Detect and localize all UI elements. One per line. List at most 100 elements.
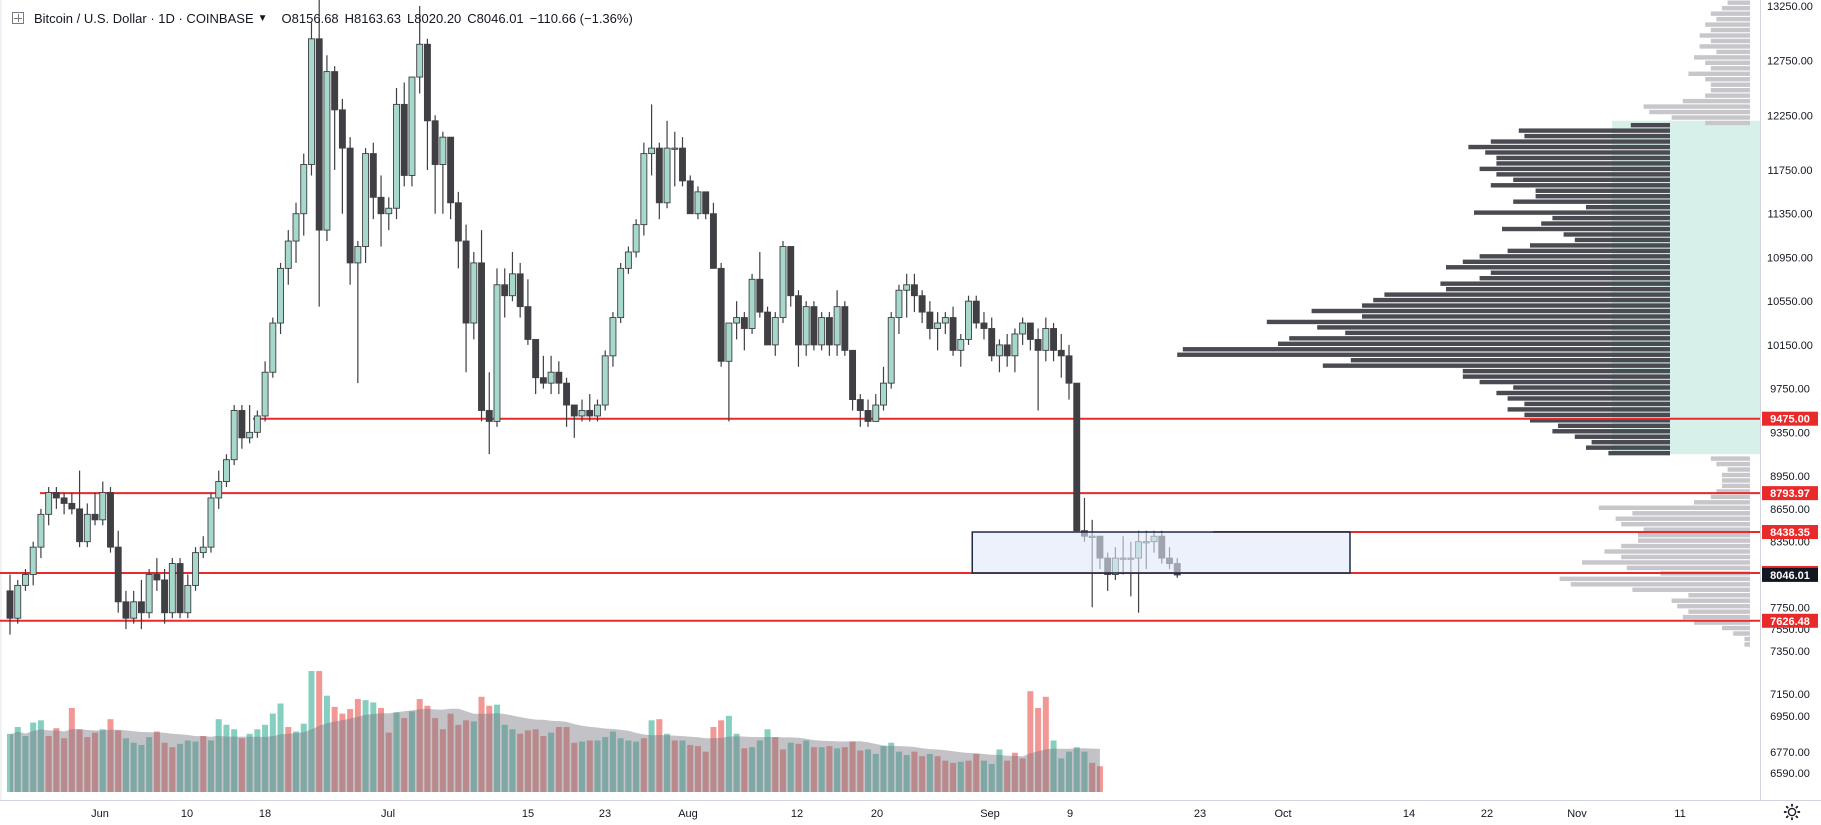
candle [725, 322, 733, 422]
candle [601, 350, 609, 411]
volume-bar [262, 724, 269, 792]
profile-bar [1699, 33, 1750, 38]
candle-body [215, 481, 223, 499]
candle-body [594, 404, 601, 417]
candle [709, 202, 717, 269]
candle-body [176, 563, 184, 614]
profile-bar [1632, 587, 1750, 592]
profile-bar [1513, 177, 1670, 183]
profile-bar [1722, 478, 1750, 483]
profile-bar [1682, 98, 1750, 104]
volume-bar [84, 737, 91, 792]
candle-body [207, 497, 215, 548]
time-tick-label: 22 [1481, 808, 1493, 820]
volume-bar [416, 699, 423, 792]
volume-bar [888, 742, 895, 792]
candle [215, 470, 223, 509]
volume-bar [231, 729, 238, 792]
candle-body [934, 322, 942, 329]
profile-bar [1574, 237, 1670, 243]
volume-bar [138, 744, 145, 792]
gear-icon[interactable] [1783, 803, 1801, 821]
profile-bar [1682, 614, 1750, 620]
time-tick-label: 10 [181, 808, 193, 820]
candle-body [277, 267, 284, 324]
profile-bar [1563, 232, 1670, 237]
profile-bar [1496, 172, 1670, 177]
candle-body [663, 147, 671, 204]
volume-bar [177, 743, 184, 792]
candle [493, 268, 501, 427]
candle-body [261, 371, 269, 417]
volume-bar [99, 729, 106, 792]
candle-body [246, 431, 254, 439]
level-price-label: 8438.35 [1770, 527, 1810, 539]
candle-body [385, 207, 393, 215]
candle-body [671, 147, 679, 150]
candle-body [338, 109, 346, 149]
volume-bar [14, 727, 21, 792]
candle [686, 175, 694, 215]
volume-bar [965, 760, 972, 792]
candle-body [253, 415, 261, 433]
candle-body [539, 377, 547, 384]
candle [462, 224, 470, 373]
candle [810, 301, 818, 351]
volume-bar [617, 738, 624, 792]
volume-bar [818, 747, 825, 792]
candle-body [872, 404, 880, 422]
ohlc-low: L8020.20 [407, 10, 462, 26]
volume-bar [122, 738, 129, 792]
volume-bar [764, 729, 771, 792]
profile-bar [1496, 390, 1670, 396]
candle [570, 404, 578, 438]
expand-icon[interactable] [12, 12, 24, 24]
candle [114, 530, 122, 613]
volume-bar [1011, 752, 1018, 792]
candle [137, 579, 145, 630]
symbol-title[interactable]: Bitcoin / U.S. Dollar · 1D · COINBASE [34, 10, 254, 26]
time-tick-label: Sep [980, 808, 1000, 820]
profile-bar [1710, 87, 1750, 93]
volume-bar [1035, 708, 1042, 792]
candle [354, 241, 362, 384]
candle [1065, 344, 1073, 400]
candle-body [903, 284, 911, 291]
candle-body [709, 213, 717, 269]
volume-bar [254, 729, 261, 792]
volume-bar [803, 740, 810, 792]
profile-bar [1496, 161, 1670, 166]
volume-bar [61, 738, 68, 792]
candle-body [941, 317, 949, 324]
candle [192, 547, 199, 591]
candle-body [145, 574, 153, 614]
chevron-down-icon[interactable]: ▼ [257, 12, 268, 24]
candle [849, 349, 857, 411]
candle [76, 470, 84, 548]
candle-body [586, 410, 594, 417]
profile-bar [1710, 27, 1750, 33]
candle [655, 142, 663, 220]
volume-bar [934, 756, 941, 792]
time-tick-label: 18 [259, 808, 271, 820]
candle-body [887, 317, 895, 384]
profile-bar [1722, 483, 1750, 489]
candle-body [717, 267, 725, 362]
consolidation-box[interactable] [971, 531, 1351, 574]
profile-bar [1345, 330, 1670, 336]
price-tick-label: 9350.00 [1770, 427, 1810, 439]
volume-bar [571, 742, 578, 792]
consolidation-rectangle[interactable] [971, 531, 1351, 574]
profile-bar [1598, 505, 1750, 510]
profile-bar [1311, 308, 1670, 314]
profile-bar [1474, 210, 1670, 215]
profile-bar [1535, 188, 1670, 193]
candle [640, 142, 648, 236]
profile-bar [1671, 115, 1750, 120]
volume-bar [161, 742, 168, 792]
volume-bar [834, 748, 841, 792]
time-tick-label: Jul [381, 808, 395, 820]
candle [764, 306, 771, 346]
